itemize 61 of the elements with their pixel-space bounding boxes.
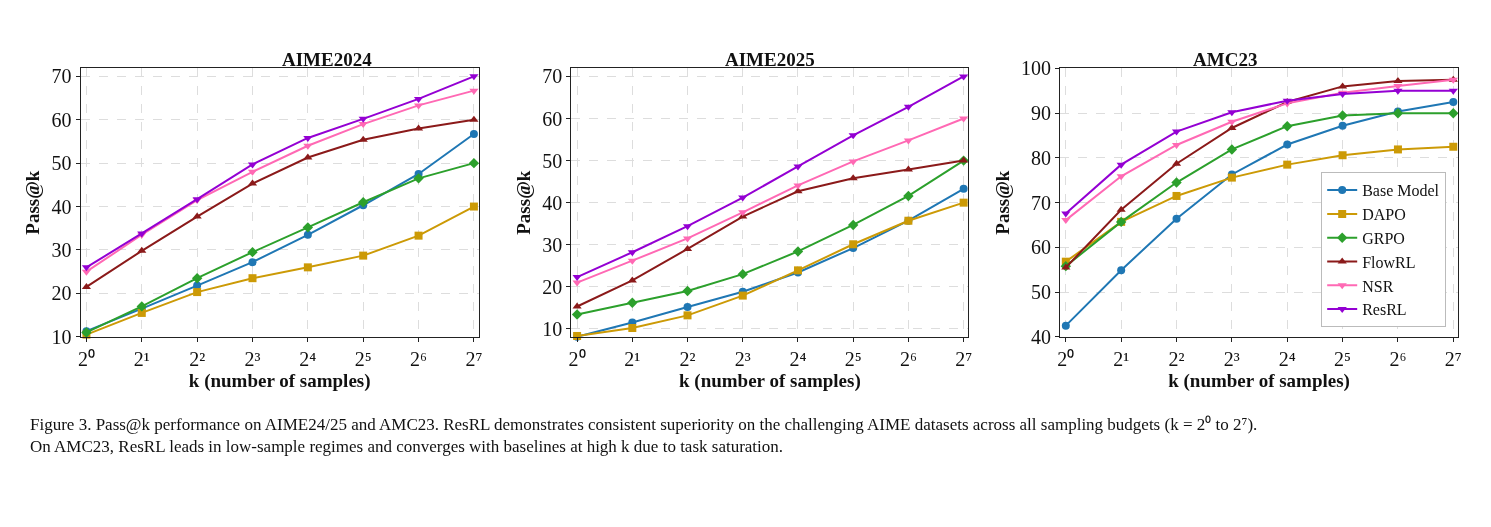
y-tick-label: 70 <box>542 65 563 88</box>
chart-title: AIME2025 <box>725 49 815 70</box>
x-tick-label: 2³ <box>1223 347 1240 370</box>
x-axis-title: k (number of samples) <box>1168 369 1350 392</box>
y-axis-title: Pass@k <box>991 170 1013 235</box>
x-tick-label: 2⁷ <box>955 347 973 370</box>
x-tick-label: 2⁰ <box>77 347 95 370</box>
y-tick-label: 30 <box>51 238 72 261</box>
legend-label: NSR <box>1362 277 1394 295</box>
y-tick-label: 90 <box>1030 102 1051 125</box>
y-tick-label: 10 <box>51 325 72 348</box>
x-tick-label: 2³ <box>734 347 751 370</box>
x-tick-label: 2¹ <box>1113 347 1130 370</box>
chart-title: AIME2024 <box>282 49 373 70</box>
y-tick-label: 60 <box>51 108 72 131</box>
x-tick-label: 2⁰ <box>1057 347 1075 370</box>
x-tick-label: 2² <box>679 347 696 370</box>
y-tick-label: 70 <box>51 65 72 88</box>
y-tick-label: 20 <box>542 275 563 298</box>
x-axis-title: k (number of samples) <box>679 369 861 392</box>
x-tick-label: 2² <box>189 347 206 370</box>
y-tick-label: 70 <box>1030 191 1051 214</box>
y-tick-label: 10 <box>542 317 563 340</box>
x-tick-label: 2⁷ <box>465 347 483 370</box>
y-tick-label: 40 <box>542 191 563 214</box>
x-tick-label: 2¹ <box>624 347 641 370</box>
x-tick-label: 2⁴ <box>299 347 317 370</box>
y-tick-label: 100 <box>1020 57 1051 80</box>
legend-label: FlowRL <box>1362 253 1416 271</box>
x-tick-label: 2⁶ <box>410 347 428 370</box>
y-tick-label: 60 <box>542 107 563 130</box>
x-tick-label: 2⁷ <box>1444 347 1462 370</box>
legend-label: Base Model <box>1362 182 1440 200</box>
y-tick-label: 50 <box>542 149 563 172</box>
y-tick-label: 80 <box>1030 146 1051 169</box>
x-tick-label: 2⁵ <box>354 347 372 370</box>
y-tick-label: 60 <box>1030 236 1051 259</box>
x-tick-label: 2⁵ <box>844 347 862 370</box>
y-axis-title: Pass@k <box>22 170 44 235</box>
x-tick-label: 2⁶ <box>899 347 917 370</box>
y-tick-label: 50 <box>1030 281 1051 304</box>
x-tick-label: 2⁴ <box>789 347 807 370</box>
y-tick-label: 20 <box>51 282 72 305</box>
x-tick-label: 2³ <box>244 347 261 370</box>
caption: Figure 3. Pass@k performance on AIME24/25 and AMC23. ResRL demonstrates consistent superiority on the challenging AIME datasets across all sampling budgets (k = 2⁰ to 2⁷). On AMC23, ResRL leads in low-sample regimes and converges with baselines at high k due to task saturation. <box>30 415 1258 457</box>
x-tick-label: 2¹ <box>133 347 150 370</box>
y-tick-label: 40 <box>1030 325 1051 348</box>
legend-label: ResRL <box>1362 301 1407 319</box>
x-tick-label: 2⁴ <box>1278 347 1296 370</box>
x-tick-label: 2⁶ <box>1389 347 1407 370</box>
x-tick-label: 2⁵ <box>1334 347 1352 370</box>
y-axis-title: Pass@k <box>513 170 535 235</box>
y-tick-label: 50 <box>51 152 72 175</box>
chart-title: AMC23 <box>1193 49 1258 70</box>
x-tick-label: 2⁰ <box>568 347 586 370</box>
legend-label: GRPO <box>1362 229 1405 247</box>
x-tick-label: 2² <box>1168 347 1185 370</box>
y-tick-label: 40 <box>51 195 72 218</box>
legend-label: DAPO <box>1362 206 1406 224</box>
y-tick-label: 30 <box>542 233 563 256</box>
x-axis-title: k (number of samples) <box>188 369 371 392</box>
